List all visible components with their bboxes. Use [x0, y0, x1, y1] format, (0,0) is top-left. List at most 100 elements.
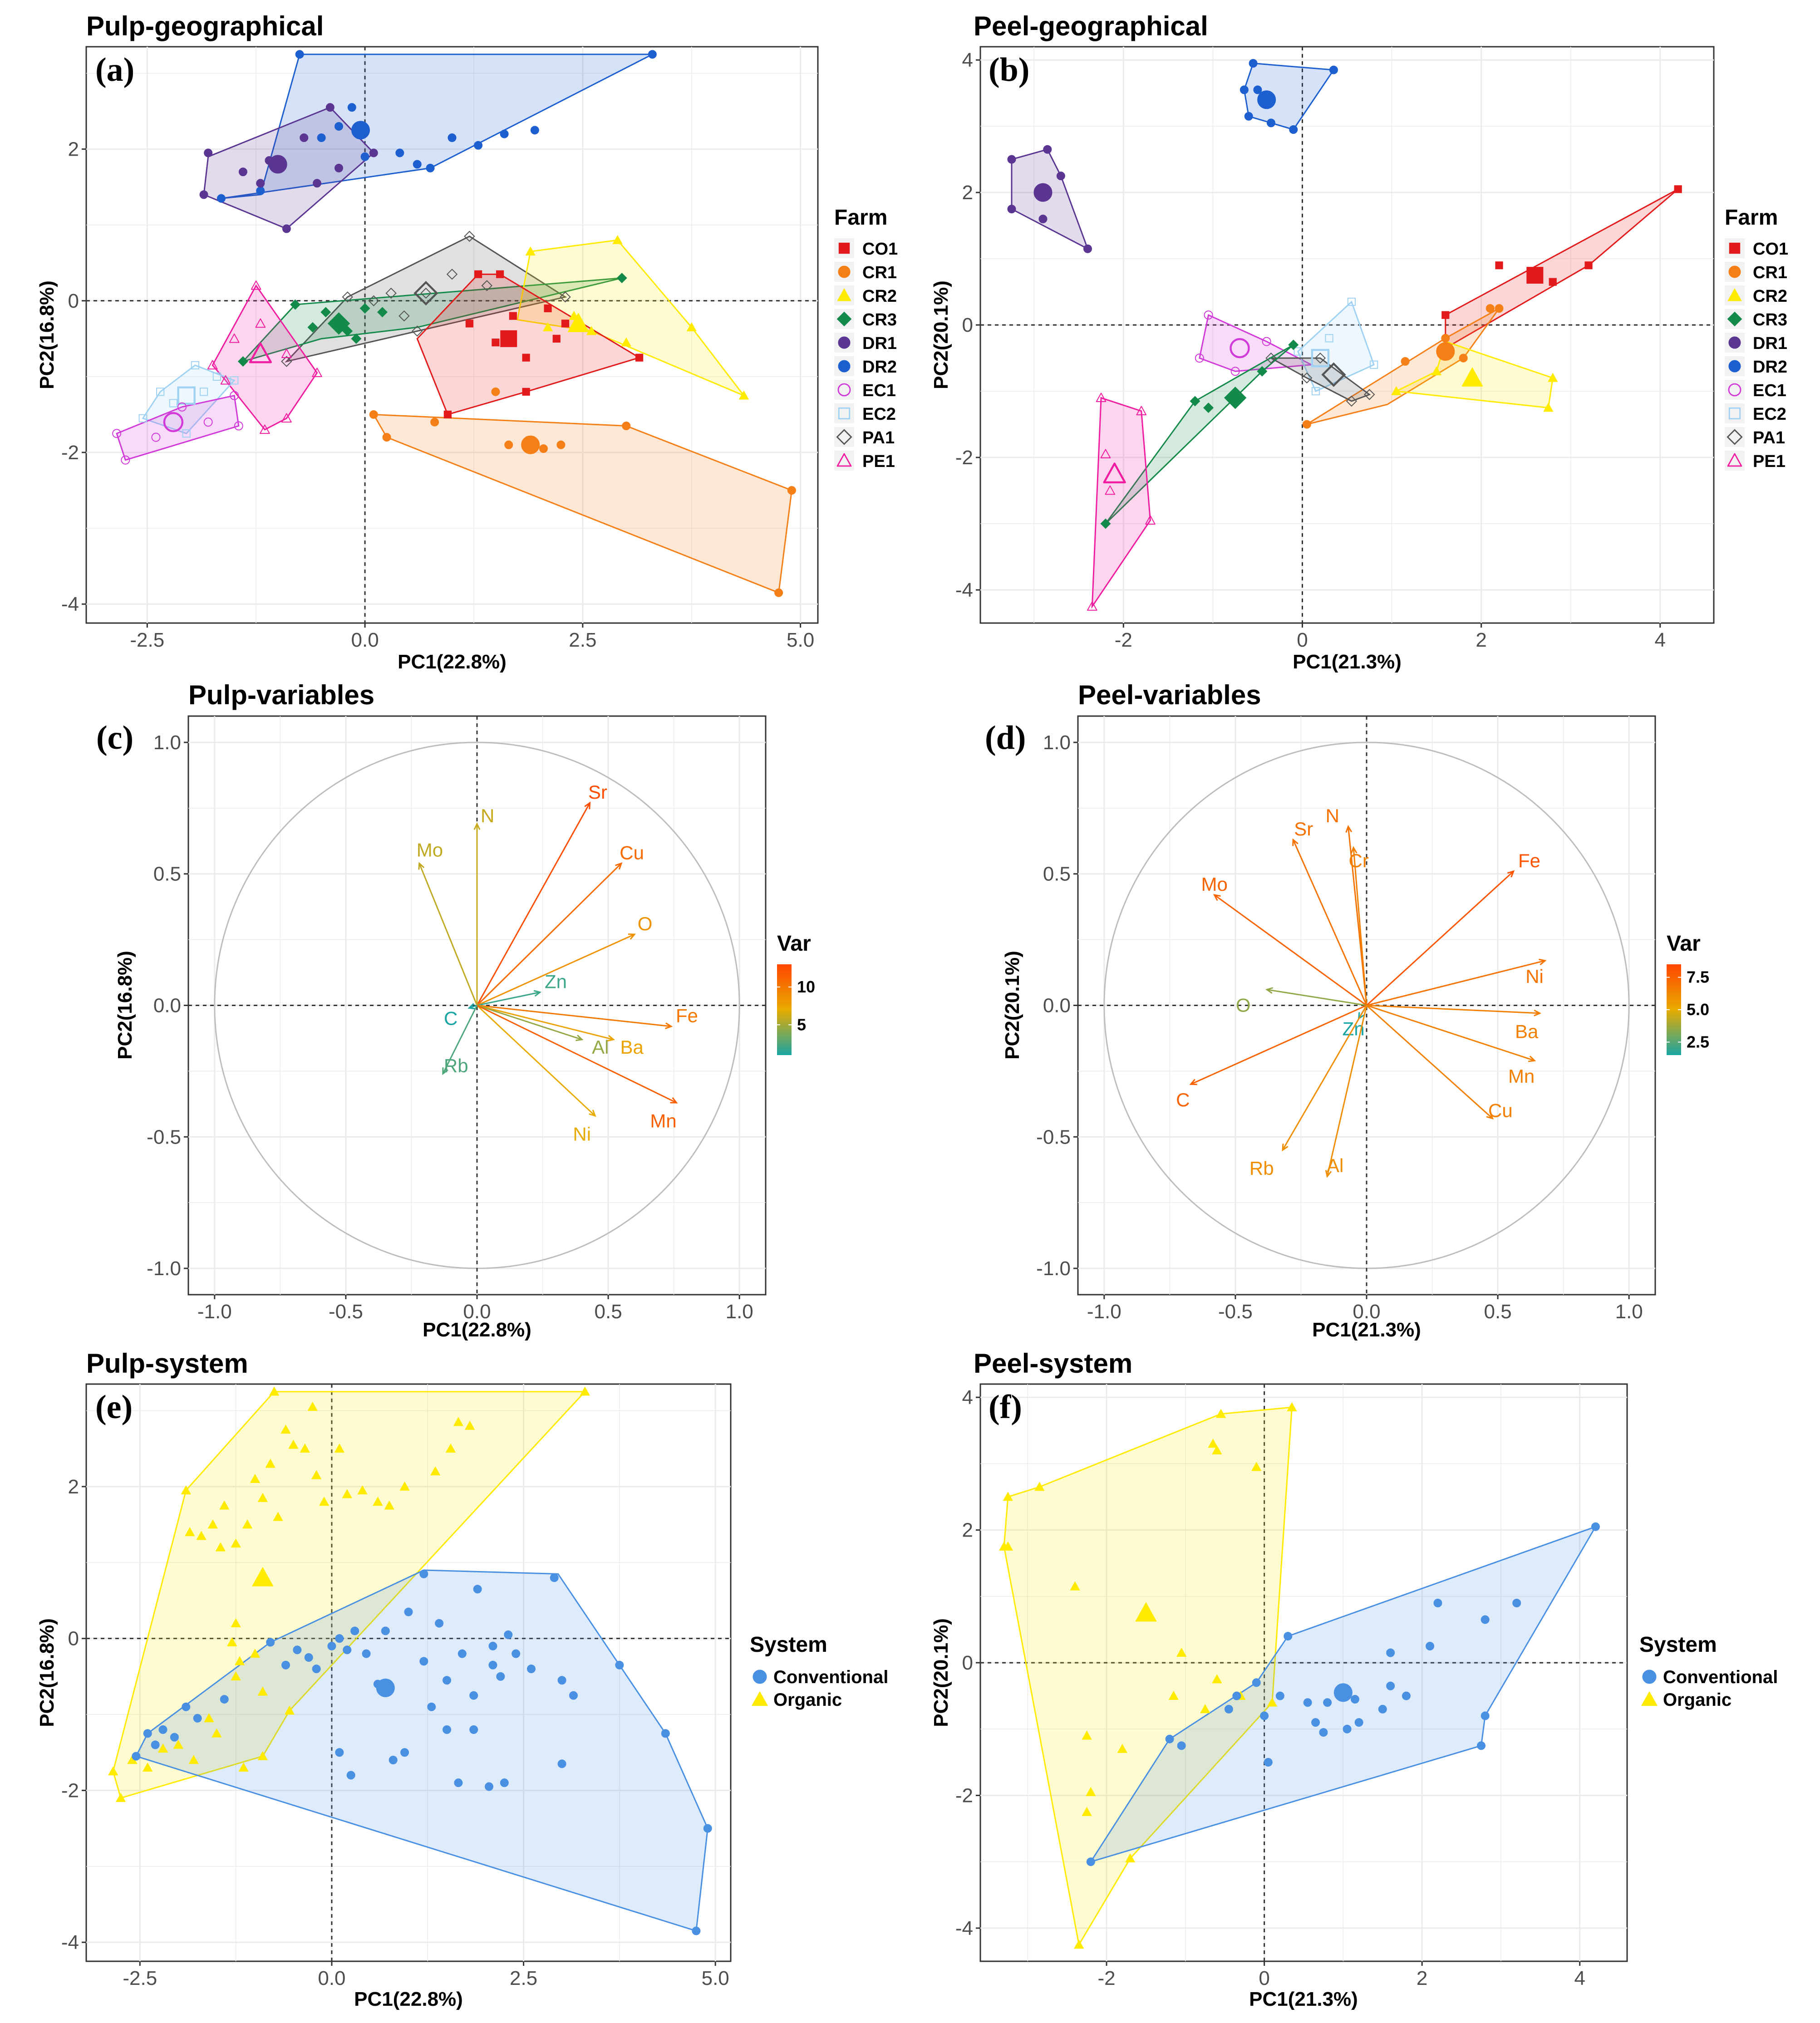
panel-f-points: [999, 1402, 1600, 1949]
point-conventional: [1177, 1741, 1186, 1750]
point-pe1: [281, 349, 292, 358]
vector-fe: [1366, 870, 1514, 1006]
point-organic: [399, 1482, 410, 1491]
point-ec1: [1195, 354, 1204, 363]
point-cr2: [612, 235, 623, 244]
point-organic: [273, 1512, 283, 1521]
legend-label-conventional: Conventional: [773, 1667, 888, 1687]
point-conventional: [1275, 1691, 1284, 1700]
point-dr2: [448, 133, 457, 142]
hull-organic: [112, 1391, 587, 1799]
point-ec2: [1370, 360, 1378, 369]
point-conventional: [419, 1569, 428, 1578]
colorbar-tick-label: 5: [797, 1015, 806, 1034]
point-cr1: [491, 387, 500, 396]
point-dr1: [282, 224, 291, 233]
vector-arrowhead: [670, 1097, 678, 1104]
point-conventional: [692, 1926, 701, 1935]
point-conventional: [1426, 1642, 1435, 1651]
point-conventional: [703, 1824, 712, 1833]
point-conventional: [170, 1733, 179, 1742]
point-organic: [453, 1417, 463, 1426]
vector-arrowhead: [1282, 1144, 1289, 1152]
point-organic: [116, 1793, 126, 1802]
x-tick-label: 4: [1574, 1967, 1585, 1989]
vector-label-c: C: [444, 1007, 457, 1029]
point-ec2: [182, 429, 191, 438]
point-dr1: [369, 148, 378, 157]
centroid-dr1: [268, 155, 287, 174]
legend-symbol-conventional: [1642, 1669, 1657, 1684]
legend-symbol-ec1: [1728, 383, 1741, 397]
point-dr2: [317, 133, 326, 142]
point-cr3: [320, 307, 331, 318]
y-tick-label: 2: [68, 138, 79, 161]
legend-symbol-organic: [752, 1691, 768, 1706]
vector-label-n: N: [1326, 805, 1339, 826]
point-organic: [465, 1421, 475, 1430]
point-pe1: [260, 424, 270, 434]
point-conventional: [362, 1649, 371, 1658]
legend-label-conventional: Conventional: [1663, 1667, 1778, 1687]
point-conventional: [615, 1660, 624, 1669]
panel-e-ylabel: PC2(16.8%): [36, 1618, 58, 1727]
x-tick-label: 0: [1259, 1967, 1269, 1989]
point-pa1: [446, 269, 458, 280]
point-conventional: [1402, 1691, 1411, 1700]
point-organic: [307, 1402, 318, 1411]
panel-a-ticks: -2.5 0.0 2.5 5.0 -4 -2 0 2: [61, 138, 814, 651]
centroid-cr2: [567, 313, 589, 332]
point-cr1: [1441, 334, 1450, 343]
point-organic: [257, 1686, 268, 1696]
point-cr2: [543, 322, 553, 332]
point-co1: [522, 388, 530, 396]
point-ec2: [230, 376, 239, 385]
legend-label-cr1: CR1: [1753, 263, 1787, 282]
legend-symbol-cr1: [838, 265, 851, 278]
y-tick-label: 0: [962, 1652, 973, 1674]
colorbar-tick-label: 10: [797, 977, 815, 996]
point-organic: [285, 1705, 295, 1715]
legend-key: [834, 403, 854, 423]
panel-c-reference-lines: [188, 716, 766, 1295]
point-conventional: [1319, 1728, 1328, 1737]
point-organic: [204, 1713, 214, 1723]
point-organic: [250, 1474, 260, 1483]
vector-arrowhead: [607, 1035, 615, 1042]
vector-zn: [477, 992, 541, 1006]
point-co1: [1549, 278, 1557, 286]
point-pe1: [1136, 406, 1147, 416]
vector-label-mn: Mn: [650, 1110, 676, 1132]
point-conventional: [220, 1695, 229, 1704]
y-tick-label: 0: [68, 1628, 79, 1650]
centroid-organic: [1135, 1602, 1157, 1622]
legend-label-organic: Organic: [1663, 1690, 1731, 1710]
centroid-co1: [500, 330, 517, 347]
point-conventional: [404, 1607, 413, 1616]
point-dr1: [256, 179, 265, 188]
centroid-organic: [252, 1567, 274, 1586]
vector-label-cu: Cu: [1488, 1100, 1513, 1121]
point-conventional: [488, 1660, 497, 1669]
vector-ba: [1366, 1005, 1540, 1014]
point-cr3: [351, 333, 362, 344]
vector-label-ni: Ni: [1525, 966, 1544, 987]
point-cr3: [1190, 396, 1200, 407]
point-organic: [1216, 1409, 1226, 1418]
point-co1: [465, 319, 473, 328]
x-tick-label: 0.0: [351, 629, 379, 651]
point-organic: [212, 1728, 222, 1738]
x-tick-label: 1.0: [726, 1301, 753, 1323]
point-ec1: [203, 417, 213, 427]
legend-symbol-pa1: [1727, 429, 1743, 445]
point-conventional: [569, 1691, 578, 1700]
point-cr1: [1302, 420, 1311, 429]
legend-label-ec2: EC2: [1753, 405, 1786, 424]
point-conventional: [512, 1649, 521, 1658]
centroid-dr2: [1257, 90, 1276, 109]
y-tick-label: -0.5: [1036, 1126, 1071, 1148]
point-co1: [496, 270, 504, 278]
point-cr2: [686, 322, 697, 332]
point-organic: [173, 1740, 183, 1749]
